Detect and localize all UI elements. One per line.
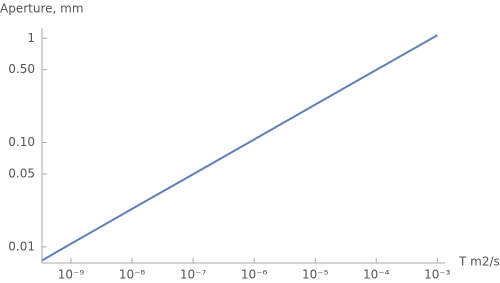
y-tick-label: 0.10: [8, 135, 35, 149]
x-tick-label: 10⁻⁶: [241, 268, 268, 282]
y-axis-label: Aperture, mm: [0, 2, 84, 16]
x-tick-label: 10⁻⁷: [180, 268, 207, 282]
x-tick-label: 10⁻⁹: [58, 268, 85, 282]
x-tick-label: 10⁻⁵: [302, 268, 329, 282]
y-tick-label: 0.01: [8, 239, 35, 253]
x-tick-label: 10⁻³: [424, 268, 451, 282]
x-axis-label: T m2/s: [458, 255, 500, 269]
y-tick-label: 1: [27, 31, 35, 45]
y-tick-label: 0.50: [8, 62, 35, 76]
line-series: [41, 34, 438, 262]
x-tick-label: 10⁻⁴: [363, 268, 390, 282]
x-tick-label: 10⁻⁸: [119, 268, 146, 282]
y-tick-label: 0.05: [8, 166, 35, 180]
